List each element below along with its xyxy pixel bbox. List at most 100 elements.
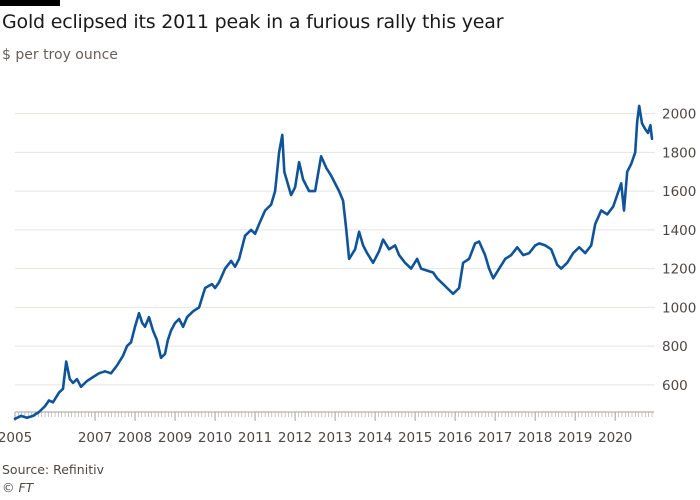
data-point bbox=[138, 312, 140, 315]
data-point bbox=[234, 265, 237, 268]
data-point bbox=[160, 356, 162, 359]
data-point bbox=[148, 316, 150, 318]
data-point bbox=[186, 316, 189, 318]
data-point bbox=[358, 230, 360, 233]
x-tick-label-2005: 2005 bbox=[0, 430, 32, 446]
data-point bbox=[626, 170, 629, 173]
x-tick-label-2010: 2010 bbox=[198, 430, 232, 446]
data-point bbox=[211, 283, 213, 285]
data-point bbox=[572, 252, 575, 255]
data-point bbox=[394, 244, 396, 247]
data-point bbox=[298, 161, 300, 164]
x-tick-label-2007: 2007 bbox=[78, 430, 112, 446]
data-point bbox=[334, 182, 336, 185]
data-point bbox=[308, 190, 310, 193]
data-point bbox=[388, 248, 390, 251]
data-point bbox=[468, 258, 470, 260]
data-point bbox=[649, 124, 652, 127]
y-tick-label-800: 800 bbox=[662, 339, 688, 355]
data-point bbox=[522, 254, 525, 256]
data-point bbox=[651, 137, 653, 140]
x-tick-label-2012: 2012 bbox=[278, 430, 312, 446]
data-point bbox=[281, 134, 284, 136]
data-point bbox=[647, 132, 649, 134]
y-tick-label-1400: 1400 bbox=[662, 223, 696, 239]
x-tick-label-2009: 2009 bbox=[158, 430, 192, 446]
data-point bbox=[590, 244, 593, 247]
data-point bbox=[550, 248, 553, 251]
data-point bbox=[286, 180, 288, 183]
data-point bbox=[178, 318, 181, 320]
data-point bbox=[166, 339, 169, 342]
series-line-gold-price bbox=[13, 104, 654, 421]
data-point bbox=[26, 416, 28, 419]
data-point bbox=[478, 240, 480, 243]
data-point bbox=[230, 260, 233, 262]
x-tick-label-2013: 2013 bbox=[318, 430, 352, 446]
y-tick-label-2000: 2000 bbox=[662, 107, 696, 123]
data-point bbox=[544, 244, 547, 247]
data-point bbox=[224, 267, 227, 270]
data-point bbox=[638, 105, 641, 107]
data-point bbox=[426, 269, 428, 272]
data-point bbox=[164, 353, 166, 355]
data-point bbox=[192, 310, 195, 313]
y-axis-labels: 600 800 1000 1200 1400 1600 1800 2000 bbox=[662, 107, 696, 394]
data-point bbox=[116, 364, 118, 367]
data-point bbox=[126, 345, 128, 347]
data-point bbox=[641, 122, 643, 125]
data-point bbox=[48, 399, 50, 402]
data-point bbox=[86, 380, 88, 382]
data-point bbox=[528, 252, 531, 255]
y-tick-label-1200: 1200 bbox=[662, 262, 696, 278]
data-point bbox=[630, 163, 633, 165]
data-point bbox=[366, 252, 368, 255]
data-point bbox=[174, 322, 177, 324]
x-axis bbox=[14, 411, 654, 417]
data-point bbox=[348, 258, 350, 260]
data-point bbox=[122, 354, 124, 357]
data-point bbox=[68, 378, 71, 380]
data-point bbox=[244, 234, 247, 237]
data-point bbox=[141, 322, 144, 324]
data-point bbox=[170, 329, 172, 332]
data-point bbox=[474, 242, 476, 245]
data-point bbox=[52, 401, 54, 404]
data-point bbox=[504, 258, 507, 260]
data-point bbox=[534, 244, 537, 247]
x-tick-label-2020: 2020 bbox=[598, 430, 632, 446]
data-point bbox=[314, 190, 316, 193]
data-point bbox=[436, 277, 438, 280]
data-point bbox=[110, 372, 112, 375]
data-point bbox=[258, 223, 260, 226]
x-tick-label-2014: 2014 bbox=[358, 430, 392, 446]
data-point bbox=[410, 267, 412, 270]
data-point bbox=[560, 267, 563, 270]
data-point bbox=[516, 246, 519, 249]
data-point bbox=[584, 252, 587, 255]
data-point bbox=[156, 339, 158, 342]
data-point bbox=[416, 258, 418, 260]
y-tick-label-1000: 1000 bbox=[662, 300, 696, 316]
data-point bbox=[204, 287, 207, 289]
data-point bbox=[330, 174, 332, 177]
data-point bbox=[556, 263, 559, 266]
data-point bbox=[578, 246, 581, 249]
data-point bbox=[283, 170, 286, 173]
data-point bbox=[104, 370, 106, 373]
series-layer bbox=[13, 104, 654, 421]
x-tick-label-2016: 2016 bbox=[438, 430, 472, 446]
data-point bbox=[218, 281, 221, 284]
data-point bbox=[20, 415, 22, 417]
data-point bbox=[594, 223, 597, 226]
x-axis-labels: 2005 2007 2008 2009 2010 2011 2012 2013 2014 2015… bbox=[0, 412, 632, 446]
data-point bbox=[616, 194, 619, 196]
data-point bbox=[238, 258, 241, 260]
data-point bbox=[378, 250, 380, 253]
data-point bbox=[264, 209, 266, 212]
data-point bbox=[342, 199, 344, 202]
data-point bbox=[80, 385, 82, 388]
data-point bbox=[214, 287, 217, 289]
data-point bbox=[250, 229, 253, 231]
data-point bbox=[362, 244, 364, 247]
